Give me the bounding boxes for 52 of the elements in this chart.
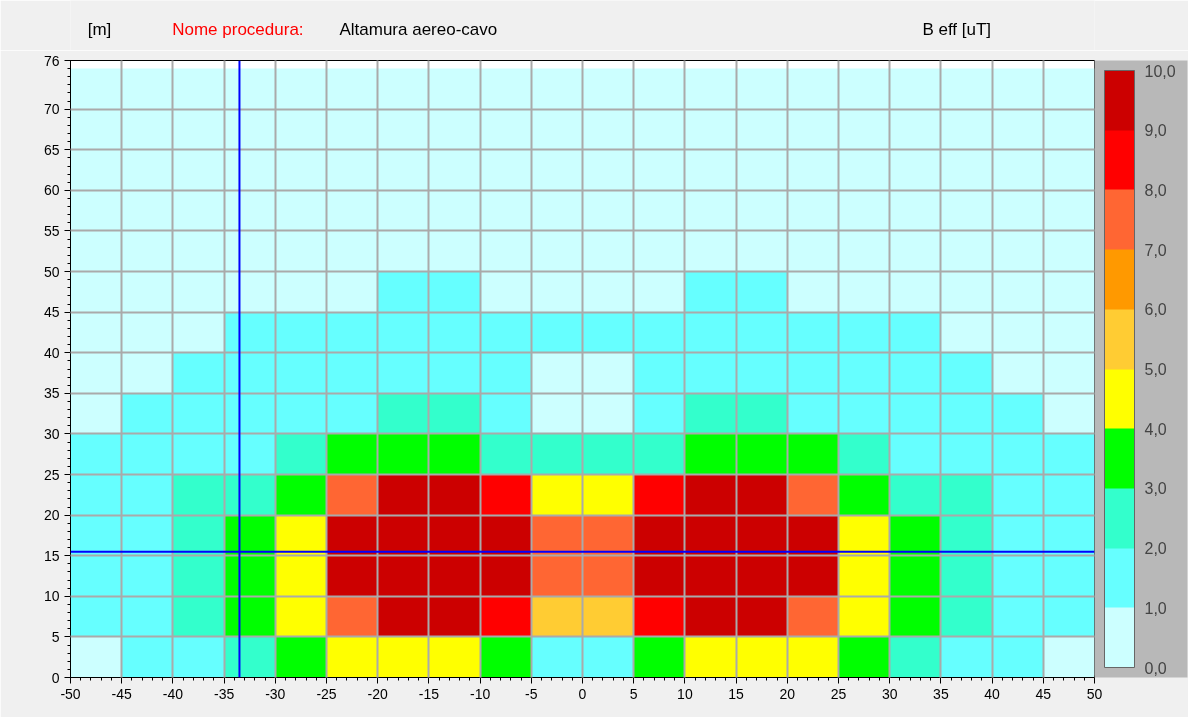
y-tick-label: 45 xyxy=(43,304,60,321)
x-tick-label: 50 xyxy=(1086,685,1103,702)
x-tick-label: -50 xyxy=(60,685,81,702)
chart-title: Nome procedura: xyxy=(172,19,304,39)
y-tick-label: 20 xyxy=(43,507,60,524)
x-tick-label: -15 xyxy=(418,685,440,702)
x-tick-label: 20 xyxy=(779,685,796,702)
x-tick-label: 40 xyxy=(984,685,1001,702)
color-bar-title: B eff [uT] xyxy=(922,19,992,39)
x-tick-label: -20 xyxy=(367,685,389,702)
x-tick-label: -5 xyxy=(525,685,538,702)
x-tick-label: 5 xyxy=(629,685,638,702)
y-tick-label: 60 xyxy=(43,182,60,199)
x-tick-label: -45 xyxy=(111,685,133,702)
x-tick-label: 25 xyxy=(830,685,847,702)
color-bar-label: 6,0 xyxy=(1144,301,1167,319)
y-tick-label: 10 xyxy=(43,588,60,605)
color-bar-label: 1,0 xyxy=(1144,599,1167,617)
chart-subtitle: Altamura aereo-cavo xyxy=(339,19,498,39)
y-tick-label: 0 xyxy=(51,669,60,686)
x-tick-label: 30 xyxy=(881,685,898,702)
y-tick-label: 15 xyxy=(43,547,60,564)
y-tick-label: 70 xyxy=(43,101,60,118)
y-axis-title: [m] xyxy=(87,19,112,39)
y-tick-label: 40 xyxy=(43,344,60,361)
color-bar-label: 9,0 xyxy=(1144,122,1167,140)
y-tick-label: 76 xyxy=(43,52,60,69)
color-bar-label: 0,0 xyxy=(1144,659,1167,677)
color-bar-label: 3,0 xyxy=(1144,480,1167,498)
y-tick-label: 25 xyxy=(43,466,60,483)
x-tick-label: 10 xyxy=(677,685,693,702)
color-bar-label: 7,0 xyxy=(1144,241,1167,259)
x-tick-label: 35 xyxy=(933,685,949,702)
x-tick-label: -25 xyxy=(316,685,337,702)
y-tick-label: 5 xyxy=(51,628,60,645)
x-tick-label: -40 xyxy=(162,685,184,702)
color-bar-label: 4,0 xyxy=(1144,420,1167,438)
y-tick-label: 50 xyxy=(43,263,60,280)
y-tick-label: 55 xyxy=(43,222,60,239)
x-tick-label: -30 xyxy=(265,685,286,702)
x-tick-label: 15 xyxy=(728,685,745,702)
y-tick-label: 30 xyxy=(43,425,60,442)
color-bar-label: 10,0 xyxy=(1144,62,1176,80)
x-tick-label: 45 xyxy=(1035,685,1052,702)
x-tick-label: -10 xyxy=(469,685,491,702)
y-tick-label: 65 xyxy=(43,141,60,158)
color-bar-label: 2,0 xyxy=(1144,540,1167,558)
y-tick-label: 35 xyxy=(43,385,60,402)
x-tick-label: 0 xyxy=(578,685,587,702)
x-tick-label: -35 xyxy=(213,685,235,702)
color-bar-label: 8,0 xyxy=(1144,181,1167,199)
color-bar-label: 5,0 xyxy=(1144,361,1167,378)
